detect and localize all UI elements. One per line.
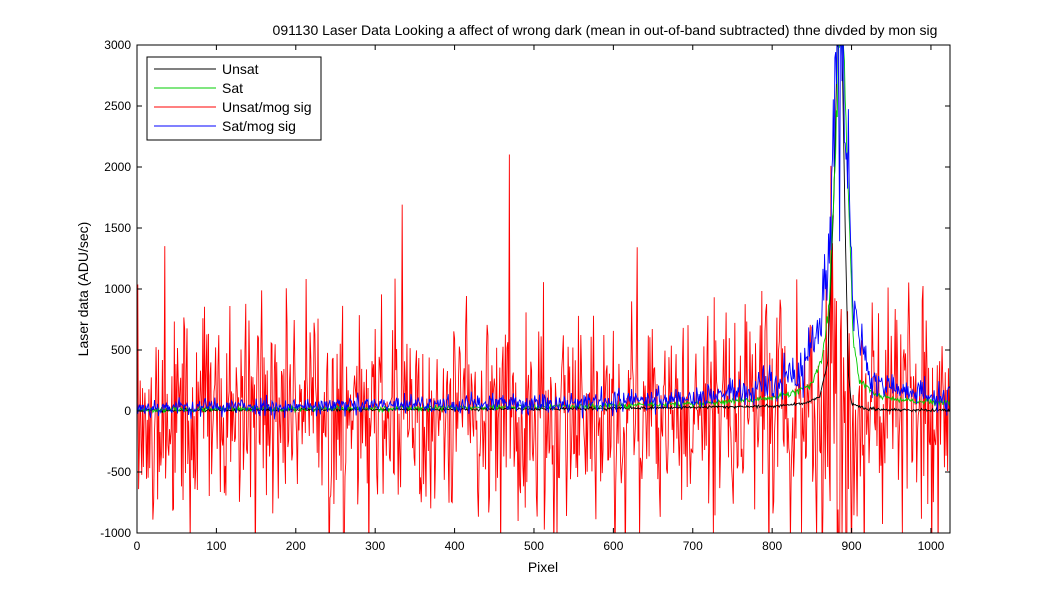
y-tick-label: 1500 (104, 221, 131, 235)
x-tick-label: 700 (683, 539, 703, 553)
ticks-layer: 0 100 200 300 400 500 600 700 800 900 1000 -1000 -50… (100, 38, 950, 553)
y-tick-label: 3000 (104, 38, 131, 52)
legend-label: Sat/mog sig (222, 118, 296, 134)
x-tick-label: 500 (524, 539, 544, 553)
x-tick-label: 800 (762, 539, 782, 553)
legend-entries: Unsat Sat Unsat/mog sig Sat/mog sig (154, 61, 311, 134)
x-tick-label: 1000 (918, 539, 945, 553)
x-tick-label: 600 (603, 539, 623, 553)
legend-label: Unsat/mog sig (222, 99, 311, 115)
series-line-unsat-mog-sig (137, 154, 950, 533)
legend: Unsat Sat Unsat/mog sig Sat/mog sig (146, 56, 322, 141)
x-tick-label: 0 (134, 539, 141, 553)
legend-label: Sat (222, 80, 243, 96)
x-tick-label: 400 (445, 539, 465, 553)
y-tick-label: -1000 (100, 526, 131, 540)
y-tick-label: 2000 (104, 160, 131, 174)
y-tick-label: 500 (111, 343, 131, 357)
y-axis-label: Laser data (ADU/sec) (75, 222, 91, 357)
x-tick-label: 100 (206, 539, 226, 553)
x-tick-label: 200 (286, 539, 306, 553)
y-tick-label: 1000 (104, 282, 131, 296)
y-tick-label: -500 (107, 465, 131, 479)
legend-label: Unsat (222, 61, 259, 77)
x-axis-label: Pixel (528, 559, 558, 575)
y-tick-label: 0 (124, 404, 131, 418)
series-layer (137, 45, 950, 533)
chart-title: 091130 Laser Data Looking a affect of wr… (273, 22, 938, 38)
x-tick-label: 900 (842, 539, 862, 553)
y-tick-label: 2500 (104, 99, 131, 113)
x-tick-label: 300 (365, 539, 385, 553)
series-line-sat-mog-sig (137, 45, 950, 420)
